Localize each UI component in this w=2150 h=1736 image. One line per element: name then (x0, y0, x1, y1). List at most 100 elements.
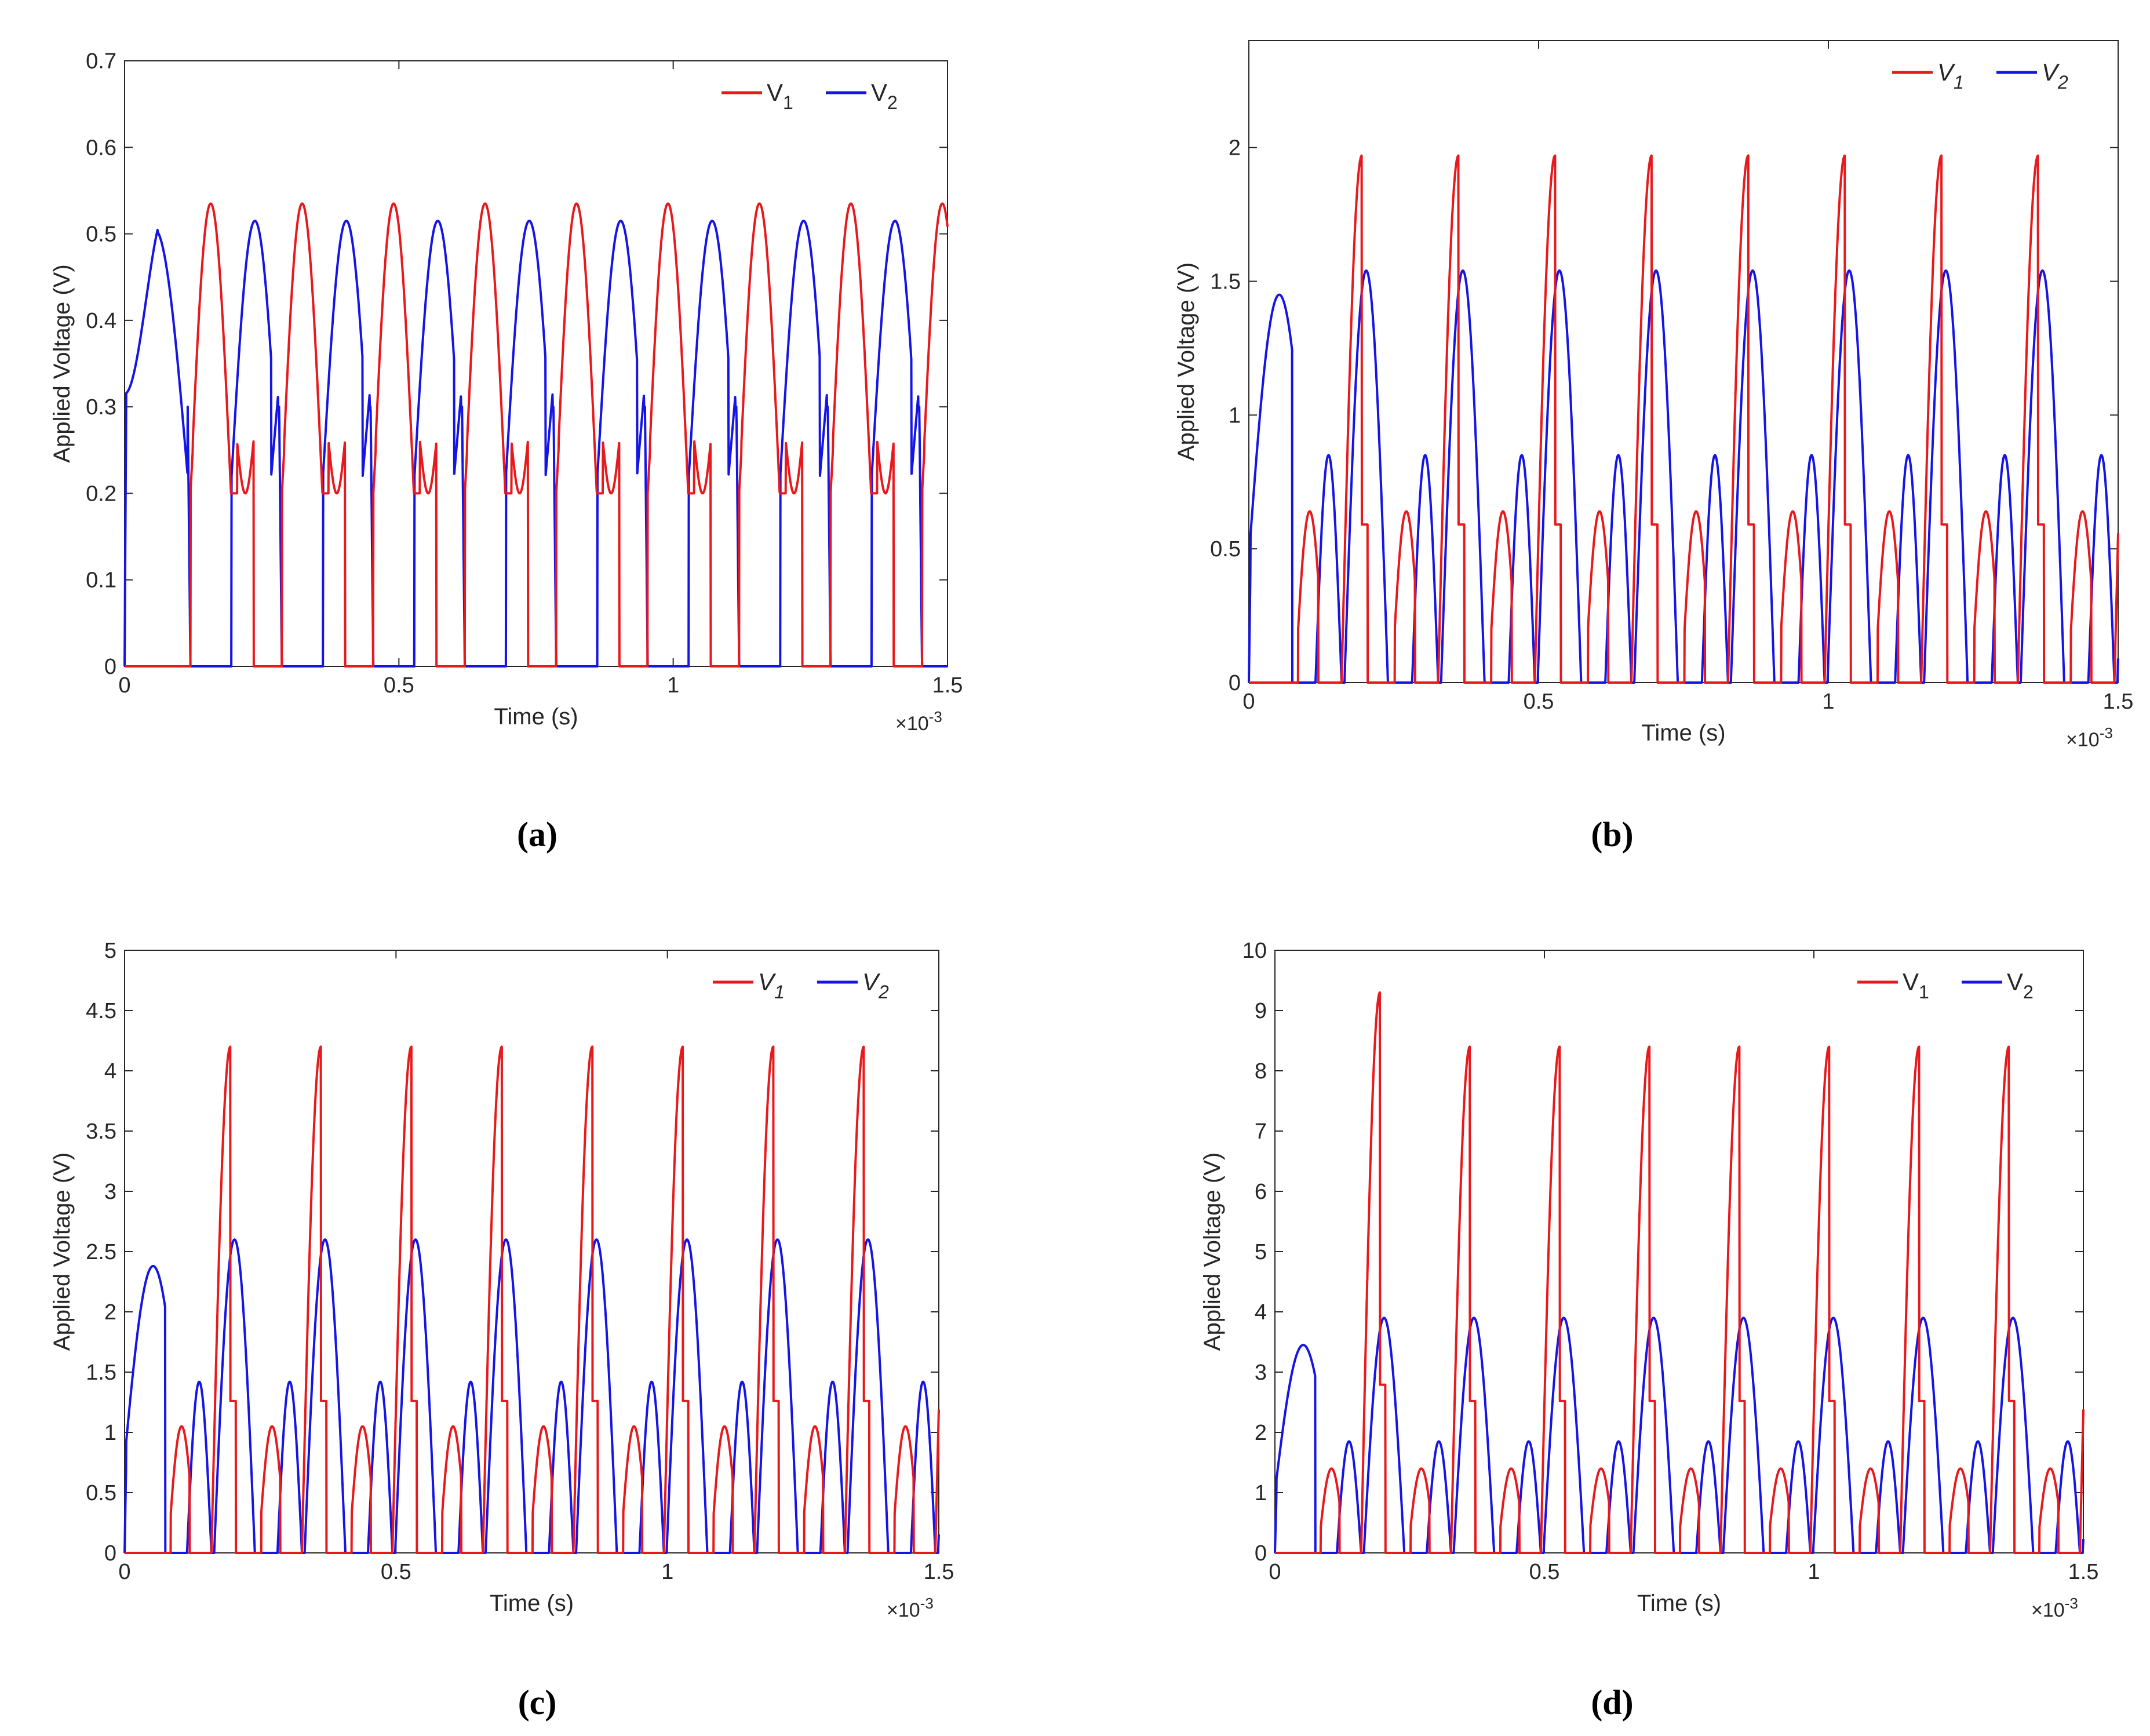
x-tick-label: 0 (118, 673, 130, 698)
y-tick-label: 5 (104, 939, 116, 963)
panel-caption: (b) (1591, 815, 1633, 854)
x-tick-label: 0 (1242, 690, 1255, 714)
y-axis-label: Applied Voltage (V) (49, 1153, 75, 1351)
x-exponent-base: ×10 (887, 1599, 920, 1621)
x-exponent: ×10-3 (2066, 724, 2113, 751)
legend-subscript: 2 (2057, 72, 2068, 93)
x-exponent-power: -3 (2100, 724, 2113, 742)
legend-label-2: V2 (871, 79, 898, 113)
y-tick-label: 0.5 (86, 1481, 116, 1505)
y-axis-label: Applied Voltage (V) (1174, 262, 1199, 461)
y-axis-label: Applied Voltage (V) (1200, 1153, 1225, 1351)
x-tick-label: 1.5 (924, 1560, 954, 1584)
x-tick-label: 0 (1269, 1560, 1281, 1584)
legend-name: V (1937, 59, 1956, 86)
legend-subscript: 2 (878, 982, 889, 1002)
panel-d: 0 0.5 1 1.5 0 1 2 3 4 5 6 7 8 9 10 Time (s) Applied Volt… (1075, 868, 2150, 1736)
y-tick-label: 1 (1255, 1481, 1267, 1505)
chart-c: 0 0.5 1 1.5 0 0.5 1 1.5 2 2.5 3 3.5 4 4.5 5 Time (s) App… (49, 939, 954, 1722)
y-tick-label: 5 (1255, 1240, 1267, 1264)
plot-area (124, 950, 939, 1553)
x-tick-label: 1.5 (932, 673, 963, 698)
chart-a: 0 0.5 1 1.5 0 0.1 0.2 0.3 0.4 0.5 0.6 0.7 Time (s) Ap… (49, 49, 963, 854)
y-axis-label: Applied Voltage (V) (49, 264, 75, 462)
series-line-2 (123, 220, 949, 668)
x-tick-label: 0 (118, 1560, 130, 1584)
y-tick-label: 1.5 (86, 1361, 116, 1385)
legend-label-1: V1 (758, 968, 785, 1002)
y-tick-label: 0.5 (1210, 537, 1241, 561)
y-tick-label: 2 (1229, 136, 1241, 161)
legend-label-2: V2 (862, 968, 889, 1002)
panel-caption: (c) (518, 1683, 557, 1722)
legend-name: V (767, 79, 783, 106)
panel-caption: (a) (517, 815, 557, 854)
x-axis-label: Time (s) (1637, 1591, 1721, 1616)
chart-d: 0 0.5 1 1.5 0 1 2 3 4 5 6 7 8 9 10 Time (s) Applied Volt… (1200, 939, 2099, 1722)
x-exponent-base: ×10 (2066, 729, 2100, 751)
legend-name: V (2007, 968, 2023, 995)
y-tick-label: 0.3 (86, 395, 116, 420)
y-tick-label: 2.5 (86, 1240, 116, 1264)
x-exponent-power: -3 (2065, 1595, 2078, 1612)
legend-subscript: 1 (783, 92, 793, 113)
y-tick-label: 2 (104, 1300, 116, 1325)
legend-name: V (758, 968, 777, 995)
x-exponent: ×10-3 (887, 1595, 934, 1621)
y-tick-label: 1 (1229, 403, 1241, 428)
x-tick-label: 1.5 (2068, 1560, 2099, 1584)
series-line-1 (1248, 154, 2119, 684)
panel-b: 0 0.5 1 1.5 0 0.5 1 1.5 2 Time (s) Applied Voltage… (1075, 0, 2150, 868)
x-exponent-power: -3 (920, 1595, 934, 1612)
y-tick-label: 4.5 (86, 999, 116, 1023)
legend-label-1: V1 (1903, 968, 1929, 1002)
plot-area (124, 60, 948, 667)
plot-area (1274, 950, 2084, 1553)
legend-name: V (2042, 59, 2060, 86)
x-exponent-power: -3 (929, 708, 942, 725)
panel-caption: (d) (1591, 1683, 1633, 1722)
legend-label-2: V2 (2042, 59, 2068, 93)
y-tick-label: 4 (104, 1059, 116, 1084)
y-tick-label: 0 (1229, 671, 1241, 695)
legend-subscript: 1 (1954, 72, 1964, 93)
x-tick-label: 1.5 (2103, 690, 2134, 714)
y-tick-label: 0.4 (86, 309, 116, 333)
legend-label-2: V2 (2007, 968, 2034, 1002)
y-tick-label: 0.5 (86, 223, 116, 247)
series-line-1 (123, 202, 949, 668)
y-tick-label: 0.7 (86, 49, 116, 74)
y-tick-label: 4 (1255, 1300, 1267, 1325)
legend-label-1: V1 (1937, 59, 1964, 93)
legend-subscript: 2 (2023, 982, 2034, 1002)
y-tick-label: 2 (1255, 1421, 1267, 1445)
y-tick-label: 9 (1255, 999, 1267, 1023)
legend-subscript: 1 (1919, 982, 1929, 1002)
x-tick-label: 1 (1808, 1560, 1820, 1584)
x-tick-label: 1 (667, 673, 679, 698)
x-tick-label: 0.5 (1524, 690, 1554, 714)
x-axis-label: Time (s) (490, 1591, 574, 1616)
y-tick-label: 1 (104, 1421, 116, 1445)
legend-name: V (871, 79, 887, 106)
chart-b: 0 0.5 1 1.5 0 0.5 1 1.5 2 Time (s) Applied Voltage… (1174, 40, 2134, 854)
series-line-1 (1274, 991, 2085, 1554)
y-tick-label: 0 (1255, 1541, 1267, 1566)
legend-name: V (862, 968, 881, 995)
x-axis-label: Time (s) (494, 704, 578, 730)
y-tick-label: 0.6 (86, 136, 116, 160)
y-tick-label: 0 (104, 655, 116, 679)
y-tick-label: 10 (1242, 939, 1267, 963)
x-axis-label: Time (s) (1641, 720, 1725, 746)
panel-c: 0 0.5 1 1.5 0 0.5 1 1.5 2 2.5 3 3.5 4 4.5 5 Time (s) App… (0, 868, 1075, 1736)
x-exponent-base: ×10 (2031, 1599, 2065, 1621)
y-tick-label: 8 (1255, 1059, 1267, 1084)
y-tick-label: 3 (1255, 1361, 1267, 1385)
x-exponent-base: ×10 (895, 713, 929, 735)
legend-subscript: 1 (774, 982, 785, 1002)
x-tick-label: 1 (661, 1560, 673, 1584)
x-tick-label: 1 (1822, 690, 1834, 714)
y-tick-label: 0 (104, 1541, 116, 1566)
y-tick-label: 6 (1255, 1180, 1267, 1204)
plot-area (1248, 40, 2119, 683)
